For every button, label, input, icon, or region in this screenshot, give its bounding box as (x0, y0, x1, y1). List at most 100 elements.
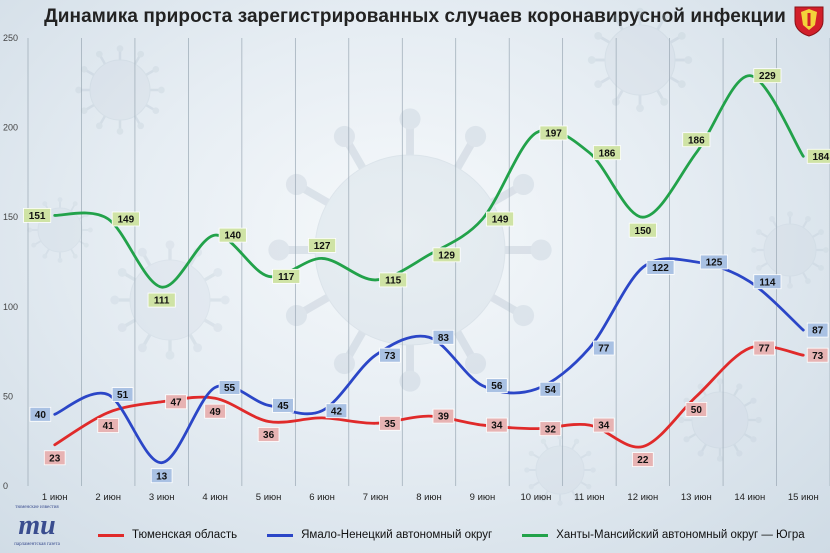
data-label-text: 54 (545, 385, 557, 396)
data-label: 129 (432, 247, 461, 263)
data-label: 186 (682, 132, 711, 148)
data-label-text: 32 (545, 424, 557, 435)
data-label: 13 (150, 468, 173, 484)
data-label: 32 (539, 421, 562, 437)
x-tick-label: 8 июн (416, 492, 442, 503)
data-label: 140 (218, 227, 247, 243)
data-label: 45 (272, 397, 294, 413)
data-label-box (272, 397, 294, 413)
data-label-text: 186 (599, 148, 616, 159)
x-tick-label: 15 июн (788, 492, 819, 503)
data-label-text: 55 (224, 383, 236, 394)
data-label: 51 (111, 387, 134, 403)
data-label-box (165, 394, 187, 410)
data-label-text: 229 (759, 71, 776, 82)
data-label-box (486, 417, 508, 433)
legend-item-yamal: Ямало-Ненецкий автономный округ (267, 529, 492, 541)
legend-item-tyumen: Тюменская область (98, 529, 237, 541)
data-label-text: 114 (759, 277, 776, 288)
data-label: 49 (204, 403, 226, 419)
virus-illustration (268, 108, 552, 392)
data-label-text: 47 (171, 397, 183, 408)
data-label-text: 117 (278, 272, 295, 283)
data-label-box (486, 211, 515, 227)
x-tick-label: 9 июн (470, 492, 496, 503)
data-label-text: 73 (384, 351, 396, 362)
data-label-text: 87 (812, 326, 824, 337)
data-label-box (218, 227, 247, 243)
data-label-box (753, 68, 782, 84)
data-label-text: 77 (759, 344, 771, 355)
data-label: 23 (43, 450, 66, 466)
data-label-text: 45 (277, 401, 289, 412)
x-tick-label: 4 июн (202, 492, 228, 503)
data-label-box (646, 259, 675, 275)
y-tick-label: 200 (3, 123, 18, 133)
data-label: 56 (486, 378, 508, 394)
data-label-text: 111 (154, 296, 170, 307)
data-label: 186 (593, 145, 622, 161)
data-label-box (432, 329, 455, 345)
data-label-box (379, 415, 401, 431)
data-label-box (111, 387, 134, 403)
data-label-box (628, 222, 657, 238)
data-label-text: 51 (117, 390, 129, 401)
data-label-box (43, 450, 66, 466)
data-label-text: 34 (598, 421, 610, 432)
x-tick-label: 5 июн (256, 492, 282, 503)
data-label-box (682, 132, 711, 148)
data-label-text: 49 (210, 407, 222, 418)
data-label-text: 39 (438, 412, 450, 423)
x-tick-label: 13 июн (681, 492, 712, 503)
data-label: 73 (806, 347, 829, 363)
data-label: 122 (646, 259, 675, 275)
data-label: 87 (806, 322, 829, 338)
data-label-box (486, 378, 508, 394)
legend-swatch-khmao (522, 533, 549, 537)
data-label: 184 (806, 148, 830, 164)
logo-mark: ти (18, 510, 55, 541)
data-label-text: 83 (438, 333, 450, 344)
data-label: 34 (593, 417, 615, 433)
data-label-box (699, 254, 728, 270)
data-label: 77 (593, 340, 615, 356)
data-label-text: 40 (35, 410, 47, 421)
data-label-box (593, 340, 615, 356)
y-tick-label: 250 (3, 33, 18, 43)
data-label: 115 (379, 272, 408, 288)
data-label-text: 41 (103, 421, 115, 432)
x-tick-label: 11 июн (574, 492, 604, 503)
x-tick-label: 7 июн (363, 492, 389, 503)
data-label-text: 34 (491, 421, 503, 432)
x-tick-label: 3 июн (149, 492, 175, 503)
data-label: 39 (432, 408, 455, 424)
data-label-box (806, 347, 829, 363)
data-label: 114 (753, 274, 782, 290)
data-label-box (379, 347, 401, 363)
virus-illustration (524, 434, 596, 506)
data-label: 55 (218, 380, 241, 395)
data-label: 150 (628, 222, 657, 238)
data-label: 40 (29, 406, 52, 422)
data-label-box (432, 408, 455, 424)
chart-legend: Тюменская область Ямало-Ненецкий автоном… (98, 529, 805, 541)
data-label-text: 35 (384, 419, 396, 430)
data-label: 149 (486, 211, 515, 227)
y-tick-label: 100 (3, 302, 18, 312)
data-label: 41 (97, 418, 120, 433)
data-label: 54 (539, 381, 562, 397)
data-label-box (632, 452, 654, 467)
data-label-text: 122 (652, 263, 669, 274)
data-label: 77 (753, 340, 775, 356)
data-label-box (685, 401, 708, 417)
data-label: 50 (685, 401, 708, 417)
x-tick-label: 14 июн (734, 492, 765, 503)
data-label-text: 184 (813, 152, 830, 163)
data-label: 35 (379, 415, 401, 431)
data-label-box (325, 403, 348, 419)
virus-illustration (587, 7, 693, 113)
data-label-text: 129 (438, 250, 455, 261)
data-label-text: 115 (385, 276, 402, 287)
data-label-box (308, 238, 337, 253)
